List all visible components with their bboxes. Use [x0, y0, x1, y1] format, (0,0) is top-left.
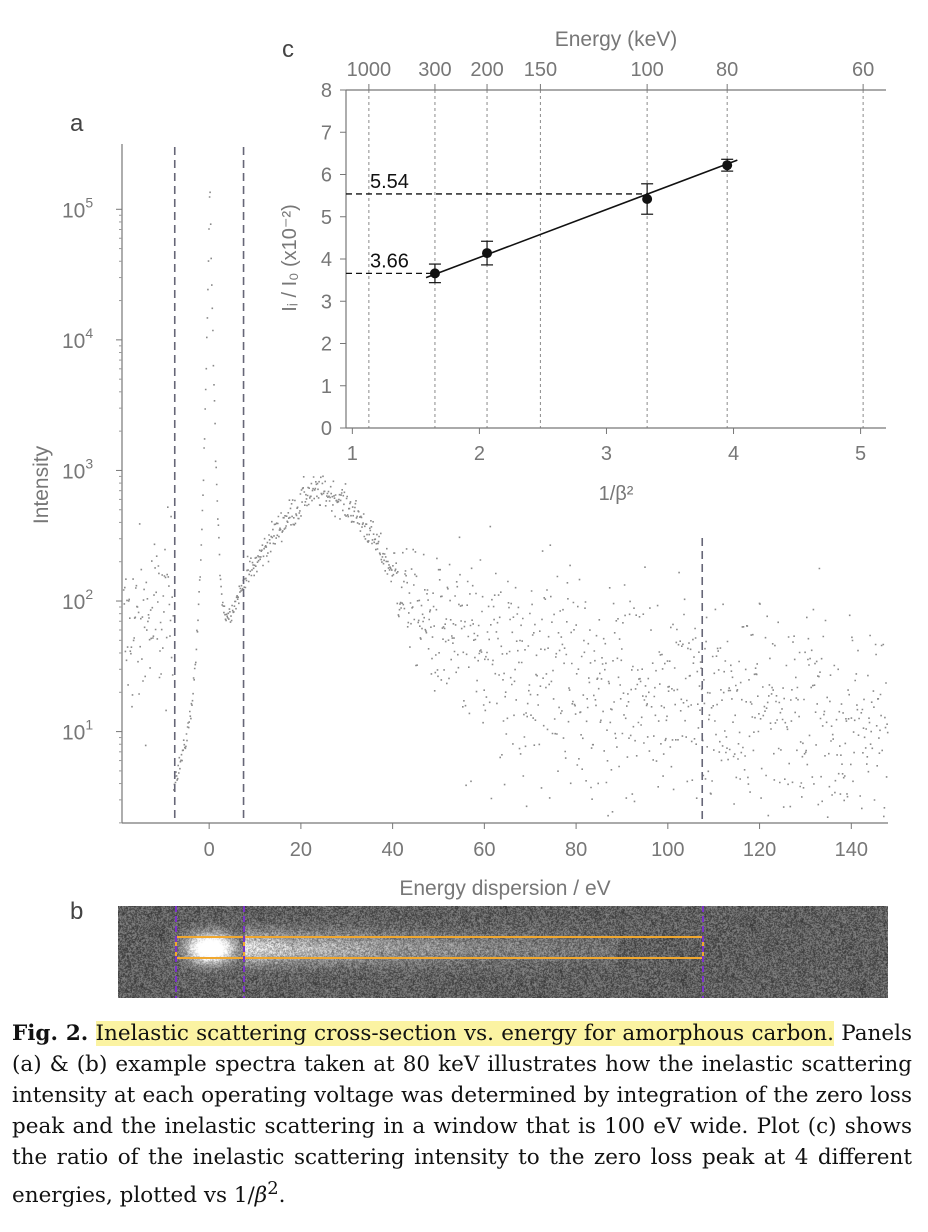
ratio-x-tick-label: 1 — [347, 443, 358, 465]
caption-sup: 2 — [267, 1178, 279, 1199]
ratio-y-tick-label: 4 — [321, 249, 332, 271]
spectrum-x-tick-label: 20 — [290, 839, 312, 861]
spectrum-data-points — [122, 191, 889, 818]
spectrum-y-tick-label: 104 — [62, 325, 93, 353]
panel-label-a: a — [70, 110, 84, 137]
figure-label: Fig. 2. — [12, 1021, 89, 1046]
spectrum-y-tick-label: 105 — [62, 194, 93, 222]
ratio-x-tick-label: 5 — [855, 443, 866, 465]
ratio-y-tick-label: 0 — [321, 418, 332, 440]
ratio-data-point — [722, 160, 733, 171]
ratio-y-axis-label: Iᵢ / I₀ (x10⁻²) — [279, 204, 301, 312]
detector-image-strip — [118, 906, 888, 998]
ratio-data-point — [642, 194, 653, 205]
ratio-y-tick-label: 1 — [321, 376, 332, 398]
ratio-annotation-label: 3.66 — [370, 250, 409, 272]
ratio-top-tick-label: 60 — [852, 59, 874, 81]
spectrum-y-tick-label: 101 — [62, 717, 93, 745]
ratio-top-tick-label: 300 — [418, 59, 451, 81]
ratio-data-point — [482, 248, 493, 259]
spectrum-x-tick-label: 40 — [381, 839, 403, 861]
caption-beta: β — [254, 1183, 268, 1209]
spectrum-x-tick-label: 100 — [651, 839, 684, 861]
ratio-top-tick-label: 80 — [716, 59, 738, 81]
ratio-y-tick-label: 5 — [321, 207, 332, 229]
spectrum-x-tick-label: 120 — [743, 839, 776, 861]
ratio-data-point — [429, 268, 440, 279]
spectrum-y-tick-label: 103 — [62, 455, 93, 483]
ratio-y-tick-label: 3 — [321, 291, 332, 313]
ratio-top-tick-label: 1000 — [347, 59, 392, 81]
panel-label-c: c — [282, 36, 294, 63]
spectrum-x-tick-label: 80 — [565, 839, 587, 861]
ratio-top-tick-label: 100 — [630, 59, 663, 81]
ratio-x-tick-label: 4 — [728, 443, 739, 465]
figure-caption: Fig. 2. Inelastic scattering cross-secti… — [12, 1018, 912, 1211]
panel-label-b: b — [70, 898, 84, 925]
ratio-x-axis-label: 1/β² — [599, 483, 634, 505]
ratio-top-tick-label: 150 — [524, 59, 557, 81]
spectrum-x-tick-label: 60 — [473, 839, 495, 861]
ratio-fit-line — [425, 159, 738, 279]
ratio-y-tick-label: 6 — [321, 165, 332, 187]
spectrum-x-axis-label: Energy dispersion / eV — [399, 877, 610, 900]
caption-highlight: Inelastic scattering cross-section vs. e… — [95, 1021, 834, 1046]
ratio-y-tick-label: 2 — [321, 334, 332, 356]
zero-loss-window-box — [175, 936, 245, 959]
ratio-y-tick-label: 7 — [321, 122, 332, 144]
caption-end: . — [278, 1183, 286, 1209]
ratio-x-tick-label: 3 — [601, 443, 612, 465]
spectrum-x-tick-label: 140 — [835, 839, 868, 861]
spectrum-dots — [122, 191, 889, 818]
ratio-annotation-label: 5.54 — [370, 171, 409, 193]
inelastic-window-box — [243, 936, 704, 959]
spectrum-x-tick-label: 0 — [204, 839, 215, 861]
ratio-top-axis-label: Energy (keV) — [555, 28, 678, 51]
ratio-y-tick-label: 8 — [321, 80, 332, 102]
ratio-x-tick-label: 2 — [474, 443, 485, 465]
spectrum-y-tick-label: 102 — [62, 586, 93, 614]
caption-body: Panels (a) & (b) example spectra taken a… — [12, 1021, 913, 1209]
spectrum-y-axis-label: Intensity — [30, 445, 53, 524]
ratio-top-tick-label: 200 — [470, 59, 503, 81]
